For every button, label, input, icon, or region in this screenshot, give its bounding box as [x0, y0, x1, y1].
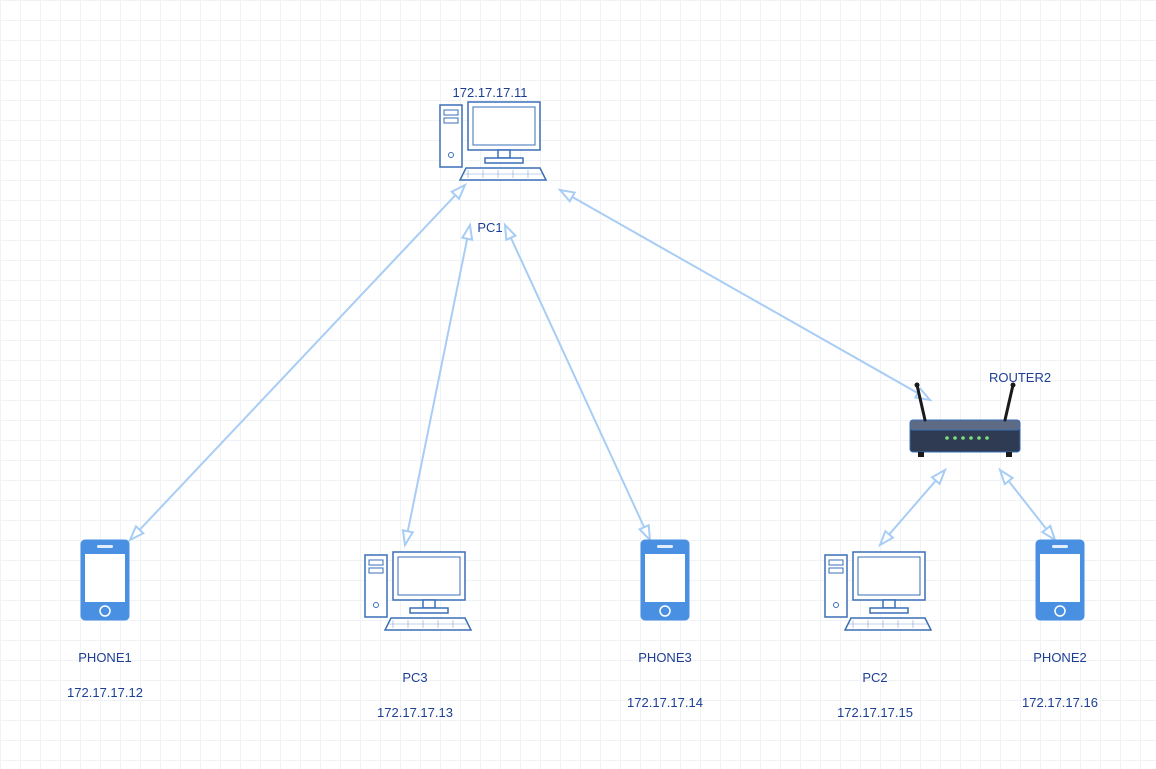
node-pc1-icon — [440, 102, 546, 180]
nodes-layer — [0, 0, 1156, 769]
node-phone1-label: PHONE1 — [78, 650, 131, 665]
edge-pc1-phone1 — [130, 185, 465, 540]
node-phone2-icon — [1036, 540, 1084, 620]
node-phone3-ip: 172.17.17.14 — [627, 695, 703, 710]
node-router2-icon — [910, 383, 1020, 458]
node-phone3-label: PHONE3 — [638, 650, 691, 665]
node-router2-label: ROUTER2 — [989, 370, 1051, 385]
node-phone3-icon — [641, 540, 689, 620]
edge-pc1-pc3 — [403, 225, 472, 545]
node-phone2-ip: 172.17.17.16 — [1022, 695, 1098, 710]
node-pc1-ip: 172.17.17.11 — [453, 85, 528, 100]
diagram-canvas: PC1 172.17.17.11 ROUTER2 PHONE1 172.17.17.12… — [0, 0, 1156, 769]
node-pc2-icon — [825, 552, 931, 630]
edges-layer — [0, 0, 1156, 769]
node-pc2-label: PC2 — [862, 670, 887, 685]
edge-router2-phone2 — [1000, 470, 1055, 540]
node-pc2-ip: 172.17.17.15 — [837, 705, 913, 720]
node-pc3-label: PC3 — [402, 670, 427, 685]
node-phone2-label: PHONE2 — [1033, 650, 1086, 665]
edge-router2-pc2 — [880, 470, 945, 545]
edge-pc1-router2 — [560, 190, 930, 400]
node-pc3-icon — [365, 552, 471, 630]
node-phone1-ip: 172.17.17.12 — [67, 685, 143, 700]
node-pc3-ip: 172.17.17.13 — [377, 705, 453, 720]
node-phone1-icon — [81, 540, 129, 620]
edge-pc1-phone3 — [505, 225, 650, 540]
node-pc1-label: PC1 — [477, 220, 502, 235]
